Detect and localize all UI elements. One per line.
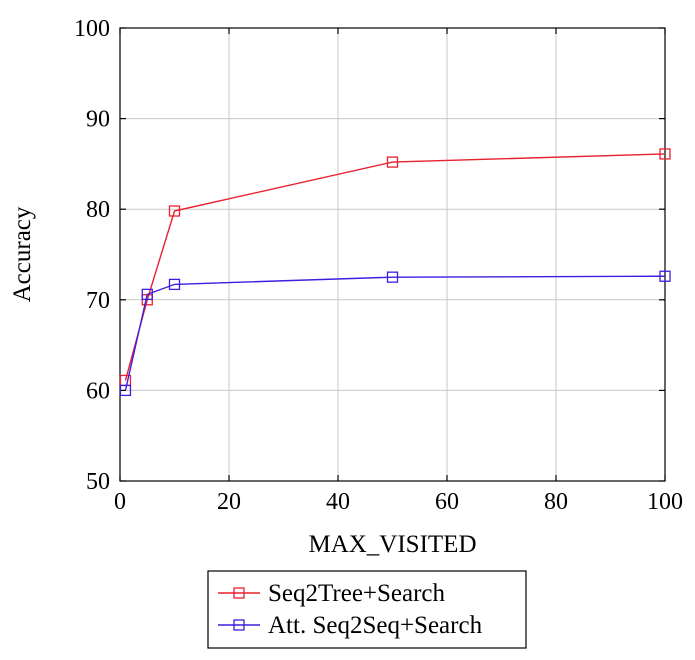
x-tick-label: 80 [544, 489, 568, 515]
y-axis-label: Accuracy [9, 206, 36, 302]
data-point [119, 384, 132, 397]
data-point [659, 148, 671, 160]
data-point [168, 278, 181, 291]
grid-lines [120, 28, 665, 481]
series-2 [119, 270, 671, 397]
x-tick-label: 40 [326, 489, 350, 515]
data-point [168, 205, 181, 217]
plot-frame [119, 27, 666, 482]
y-tick-label: 80 [86, 197, 110, 223]
series-1 [119, 148, 671, 387]
y-tick-label: 90 [86, 107, 110, 133]
x-tick-label: 0 [114, 489, 126, 515]
x-tick-label: 60 [435, 489, 459, 515]
legend-entry: Seq2Tree+Search [218, 580, 446, 607]
legend-marker [233, 619, 245, 631]
x-axis-label: MAX_VISITED [308, 531, 476, 558]
y-tick-label: 50 [86, 469, 110, 495]
data-point [659, 270, 671, 282]
axis-ticks: 0 20 40 60 80 100 50 60 70 80 90 100 [74, 16, 683, 515]
series-layer [119, 148, 671, 397]
data-point [386, 271, 399, 283]
legend-box [207, 570, 527, 649]
legend-entry: Att. Seq2Seq+Search [218, 612, 483, 639]
y-tick-label: 70 [86, 288, 110, 314]
legend: Seq2Tree+Search Att. Seq2Seq+Search [207, 570, 527, 649]
y-tick-label: 100 [74, 16, 110, 42]
legend-label: Seq2Tree+Search [268, 580, 446, 607]
legend-label: Att. Seq2Seq+Search [268, 612, 483, 639]
legend-marker [233, 587, 245, 599]
series-line [124, 275, 666, 391]
series-line [124, 153, 666, 381]
data-point [141, 288, 153, 301]
x-tick-label: 20 [217, 489, 241, 515]
x-tick-label: 100 [647, 489, 683, 515]
y-tick-label: 60 [86, 378, 110, 404]
data-point [386, 156, 399, 168]
